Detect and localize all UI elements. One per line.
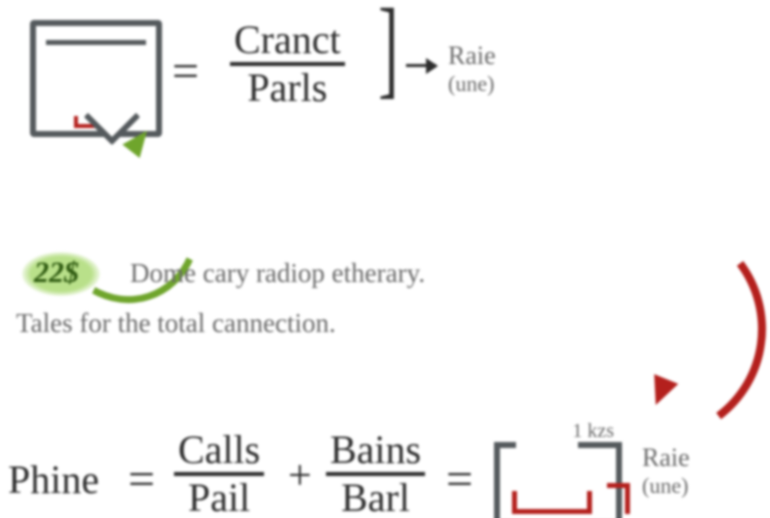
diagram-canvas: = Cranct Parls ] Raie (une) 22$ Dome car… <box>0 0 770 518</box>
fraction-bains-num: Bains <box>326 428 425 472</box>
equals-top: = <box>172 44 199 99</box>
equals-bottom-2: = <box>446 452 473 507</box>
raie-label-top-line1: Raie <box>448 41 496 70</box>
raie-label-top-line2: (une) <box>448 71 494 96</box>
fraction-top: Cranct Parls <box>230 18 345 110</box>
caption-line-1: Dome cary radiop etherary. <box>130 258 425 289</box>
phine-label: Phine <box>8 456 99 503</box>
raie-label-bottom-line1: Raie <box>642 443 690 472</box>
plus-sign: + <box>288 452 312 500</box>
bottom-box-label: 1 kzs <box>572 420 614 443</box>
small-arrow-icon <box>406 64 436 67</box>
fraction-calls-num: Calls <box>174 428 264 472</box>
raie-label-bottom-line2: (une) <box>642 473 688 498</box>
fraction-top-num: Cranct <box>230 18 345 62</box>
caption-line-2: Tales for the total cannection. <box>16 308 336 339</box>
right-bracket: ] <box>378 0 398 102</box>
top-box-icon <box>30 20 162 137</box>
bottom-box-icon: 1 kzs <box>494 442 622 518</box>
fraction-bains: Bains Barl <box>326 428 425 518</box>
fraction-calls-den: Pail <box>184 476 254 518</box>
fraction-bains-den: Barl <box>337 476 414 518</box>
badge-text: 22$ <box>34 256 79 290</box>
raie-label-bottom: Raie (une) <box>642 444 690 499</box>
raie-label-top: Raie (une) <box>448 42 496 97</box>
red-arrow-curve <box>525 201 770 456</box>
badge-22: 22$ <box>22 252 100 296</box>
equals-bottom-1: = <box>128 452 155 507</box>
fraction-top-den: Parls <box>243 66 331 110</box>
fraction-calls: Calls Pail <box>174 428 264 518</box>
